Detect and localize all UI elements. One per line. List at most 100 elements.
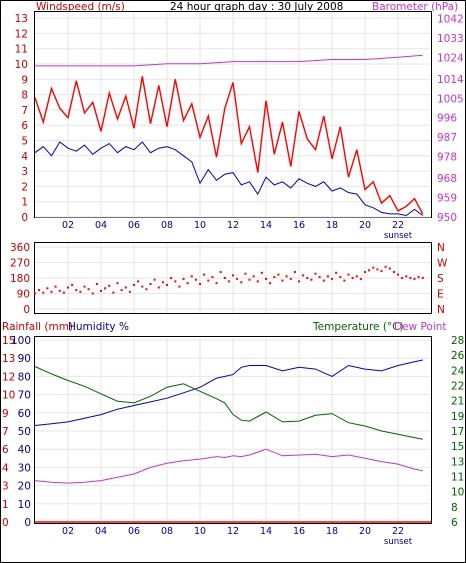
- wind-direction-point: [384, 265, 387, 268]
- wind-direction-point: [413, 277, 416, 280]
- sunset-label: sunset: [384, 231, 413, 241]
- wind-direction-point: [211, 276, 214, 279]
- wind-direction-point: [170, 277, 173, 279]
- wind-direction-point: [232, 274, 234, 277]
- wind-direction-point: [388, 267, 391, 270]
- wind-direction-point: [269, 282, 272, 285]
- dewpoint-line: [34, 448, 423, 484]
- wind-direction-point: [186, 282, 189, 285]
- windspeed-tick-label: 4: [21, 151, 28, 163]
- wind-direction-point: [190, 275, 193, 278]
- hour-tick-label: 18: [326, 526, 338, 537]
- wind-direction-point: [166, 283, 168, 286]
- direction-degree-label: 0: [23, 304, 30, 316]
- temperature-tick-label: 22: [451, 381, 464, 393]
- wind-direction-point: [75, 289, 78, 292]
- wind-direction-point: [298, 280, 300, 283]
- wind-direction-point: [417, 276, 420, 279]
- hour-tick-label: 22: [392, 526, 404, 537]
- windspeed-average-line: [34, 141, 424, 217]
- hour-tick-label: 02: [62, 220, 74, 231]
- humidity-tick-label: 30: [18, 462, 31, 474]
- barometer-tick-label: 996: [437, 113, 457, 125]
- wind-direction-point: [42, 291, 45, 294]
- wind-direction-point: [318, 276, 321, 279]
- wind-direction-point: [248, 278, 251, 281]
- barometer-tick-label: 1014: [437, 74, 464, 86]
- wind-direction-point: [285, 275, 288, 278]
- wind-direction-point: [157, 286, 160, 289]
- windspeed-axis-title: Windspeed (m/s): [36, 1, 125, 13]
- direction-compass-label: N: [437, 242, 445, 254]
- barometer-tick-label: 987: [437, 132, 457, 144]
- wind-direction-point: [372, 266, 375, 269]
- hour-tick-label: 18: [326, 220, 338, 231]
- wind-direction-point: [108, 284, 111, 287]
- wind-barometer-grid: [35, 12, 431, 218]
- wind-direction-point: [355, 275, 358, 278]
- wind-direction-point: [219, 271, 222, 273]
- wind-direction-point: [293, 271, 296, 273]
- temperature-tick-label: 28: [451, 335, 464, 347]
- windspeed-gust-line: [34, 76, 424, 215]
- wind-direction-point: [124, 286, 127, 289]
- wind-direction-point: [149, 283, 152, 285]
- temperature-tick-label: 19: [451, 411, 464, 423]
- wind-direction-point: [376, 268, 379, 271]
- rain-tick-label: 1: [2, 499, 9, 511]
- rain-tick-label: 15: [2, 335, 15, 347]
- rain-tick-label: 9: [2, 408, 9, 420]
- wind-direction-point: [182, 277, 185, 280]
- wind-direction-point: [397, 273, 399, 276]
- direction-degree-label: 270: [10, 258, 30, 270]
- barometer-line: [35, 54, 423, 67]
- windspeed-tick-label: 0: [21, 212, 28, 224]
- windspeed-tick-label: 1: [21, 197, 28, 209]
- wind-direction-point: [67, 286, 69, 289]
- hour-tick-label: 04: [95, 220, 107, 231]
- rain-humidity-temperature-grid: [35, 337, 431, 523]
- wind-direction-point: [227, 280, 230, 283]
- windspeed-tick-label: 5: [21, 136, 28, 148]
- hour-tick-label: 16: [293, 526, 305, 537]
- hour-tick-label: 22: [392, 220, 404, 231]
- direction-compass-label: W: [437, 258, 448, 270]
- wind-direction-point: [87, 288, 90, 291]
- wind-direction-point: [79, 290, 82, 293]
- wind-direction-point: [343, 279, 346, 282]
- windspeed-tick-label: 8: [21, 90, 28, 102]
- temperature-line: [34, 366, 423, 440]
- hour-tick-label: 08: [161, 220, 173, 231]
- wind-direction-point: [260, 271, 263, 274]
- barometer-tick-label: 1024: [437, 52, 464, 64]
- humidity-tick-label: 10: [18, 499, 31, 511]
- humidity-tick-label: 20: [18, 481, 31, 493]
- direction-compass-label: N: [437, 304, 445, 316]
- barometer-tick-label: 1005: [437, 93, 464, 105]
- wind-direction-point: [112, 291, 115, 294]
- page-title: 24 hour graph day : 30 July 2008: [170, 1, 343, 13]
- temperature-axis-title: Temperature (°C): [312, 321, 404, 333]
- wind-direction-point: [359, 277, 362, 280]
- humidity-axis-title: Humidity %: [68, 321, 129, 333]
- wind-direction-point: [256, 280, 259, 283]
- rainfall-axis-title: Rainfall (mm): [2, 321, 73, 333]
- wind-direction-point: [100, 289, 102, 292]
- wind-direction-point: [58, 289, 61, 292]
- wind-direction-point: [104, 287, 107, 290]
- windspeed-tick-label: 11: [15, 44, 28, 56]
- wind-direction-point: [46, 287, 49, 290]
- windspeed-tick-label: 12: [15, 28, 28, 40]
- wind-direction-grid: [35, 243, 431, 313]
- direction-degree-label: 180: [10, 273, 30, 285]
- direction-compass-label: S: [437, 273, 444, 285]
- wind-direction-point: [141, 285, 144, 288]
- hour-tick-label: 06: [128, 220, 140, 231]
- hour-tick-label: 06: [128, 526, 140, 537]
- wind-direction-point: [34, 292, 36, 295]
- wind-direction-point: [120, 289, 123, 292]
- sunset-label: sunset: [384, 537, 413, 547]
- barometer-tick-label: 950: [437, 212, 457, 224]
